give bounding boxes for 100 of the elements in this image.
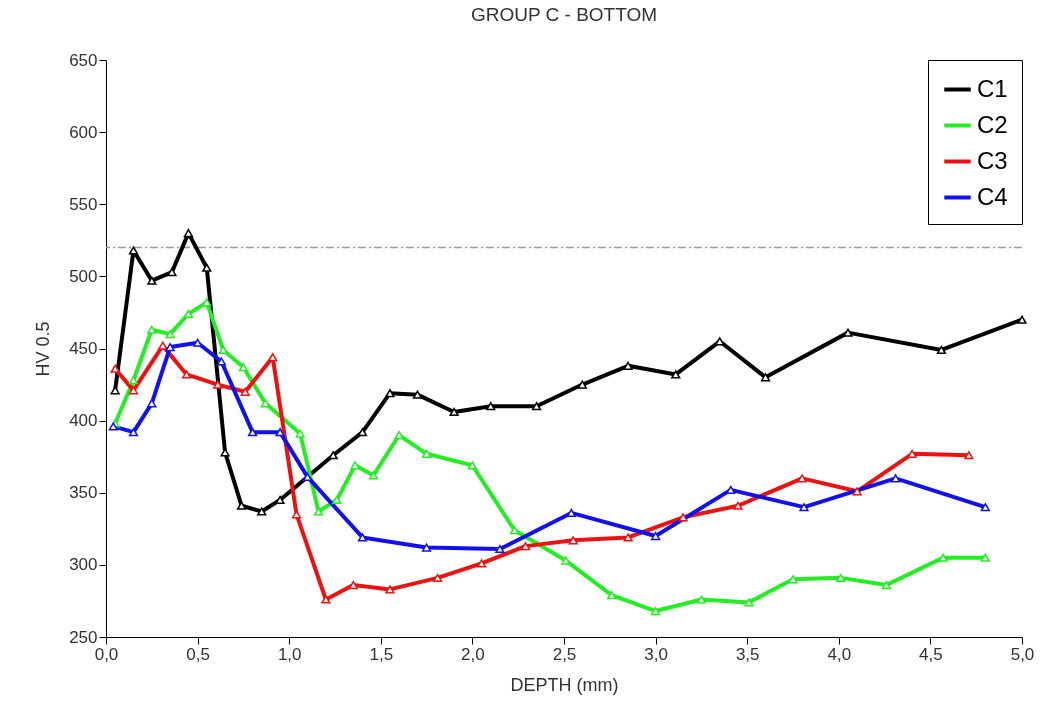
x-tick-label: 5,0 (1010, 644, 1035, 664)
point (509, 526, 520, 535)
x-tick-label: 2,0 (461, 644, 485, 664)
point (836, 573, 846, 582)
point (394, 430, 404, 440)
point (467, 461, 478, 470)
point (980, 553, 990, 562)
chart-title: GROUP C - BOTTOM (470, 4, 658, 25)
point (890, 474, 901, 483)
x-tick-label: 4,0 (827, 644, 852, 664)
point (733, 501, 743, 510)
x-tick-label: 0,0 (94, 644, 119, 664)
x-tick-label: 3,5 (735, 644, 760, 664)
point (568, 536, 578, 545)
y-tick-label: 450 (69, 339, 98, 358)
point (202, 263, 212, 272)
point (183, 229, 194, 238)
point (295, 429, 305, 438)
point (165, 329, 175, 339)
point (671, 370, 681, 379)
point (476, 559, 487, 568)
point (128, 376, 139, 385)
y-tick-label: 650 (69, 50, 98, 70)
point (385, 585, 395, 594)
point (852, 487, 862, 496)
point (321, 595, 331, 604)
point (202, 298, 212, 307)
point (220, 448, 230, 457)
point (218, 345, 228, 355)
x-tick-label: 1,0 (277, 644, 302, 664)
x-axis-title: DEPTH (mm) (510, 674, 619, 695)
point (181, 370, 192, 379)
legend-label: C2 (977, 110, 1008, 138)
x-tick-label: 1,5 (369, 644, 394, 664)
point (623, 361, 633, 370)
y-tick-label: 400 (69, 411, 98, 431)
point (268, 353, 278, 362)
legend-label: C4 (977, 182, 1008, 210)
point (520, 542, 531, 551)
point (147, 399, 157, 408)
legend-label: C3 (977, 146, 1008, 174)
legend-label: C1 (977, 74, 1008, 102)
point (421, 543, 432, 552)
point (350, 461, 360, 470)
point (183, 309, 194, 318)
point (799, 503, 809, 512)
point (760, 373, 771, 382)
point (678, 513, 688, 522)
point (788, 575, 798, 584)
point (938, 553, 948, 562)
y-tick-label: 300 (69, 555, 98, 575)
point (302, 472, 313, 481)
y-tick-label: 350 (69, 483, 98, 503)
point (147, 276, 157, 285)
point (165, 342, 175, 352)
y-tick-label: 250 (69, 627, 98, 647)
point (247, 428, 258, 437)
point (843, 328, 853, 337)
point (607, 591, 617, 600)
point (980, 503, 990, 512)
x-tick-label: 3,0 (644, 644, 668, 664)
point (412, 390, 423, 399)
point (385, 389, 395, 398)
point (110, 386, 120, 395)
point (332, 495, 342, 505)
point (650, 531, 661, 541)
point (240, 387, 250, 396)
point (577, 380, 587, 389)
point (128, 246, 139, 255)
point (964, 451, 974, 460)
point (744, 598, 754, 607)
point (213, 380, 223, 389)
point (216, 357, 227, 366)
x-tick-label: 2,5 (552, 644, 577, 664)
y-tick-label: 550 (69, 194, 98, 214)
point (432, 573, 443, 582)
point (357, 533, 368, 542)
point (275, 428, 285, 437)
point (147, 325, 157, 334)
point (696, 595, 707, 604)
point (257, 507, 267, 516)
x-tick-label: 0,5 (186, 644, 210, 664)
point (797, 474, 807, 483)
point (368, 471, 379, 480)
point (936, 345, 947, 355)
point (1017, 315, 1027, 324)
point (623, 533, 633, 542)
point (449, 407, 459, 417)
point (238, 363, 249, 372)
point (167, 267, 177, 277)
point (486, 402, 496, 411)
point (348, 580, 358, 590)
point (881, 580, 892, 590)
point (128, 428, 139, 437)
y-axis-title: HV 0.5 (33, 321, 54, 377)
point (128, 386, 139, 395)
point (531, 402, 542, 411)
point (108, 422, 118, 431)
point (110, 364, 120, 373)
point (421, 449, 432, 458)
